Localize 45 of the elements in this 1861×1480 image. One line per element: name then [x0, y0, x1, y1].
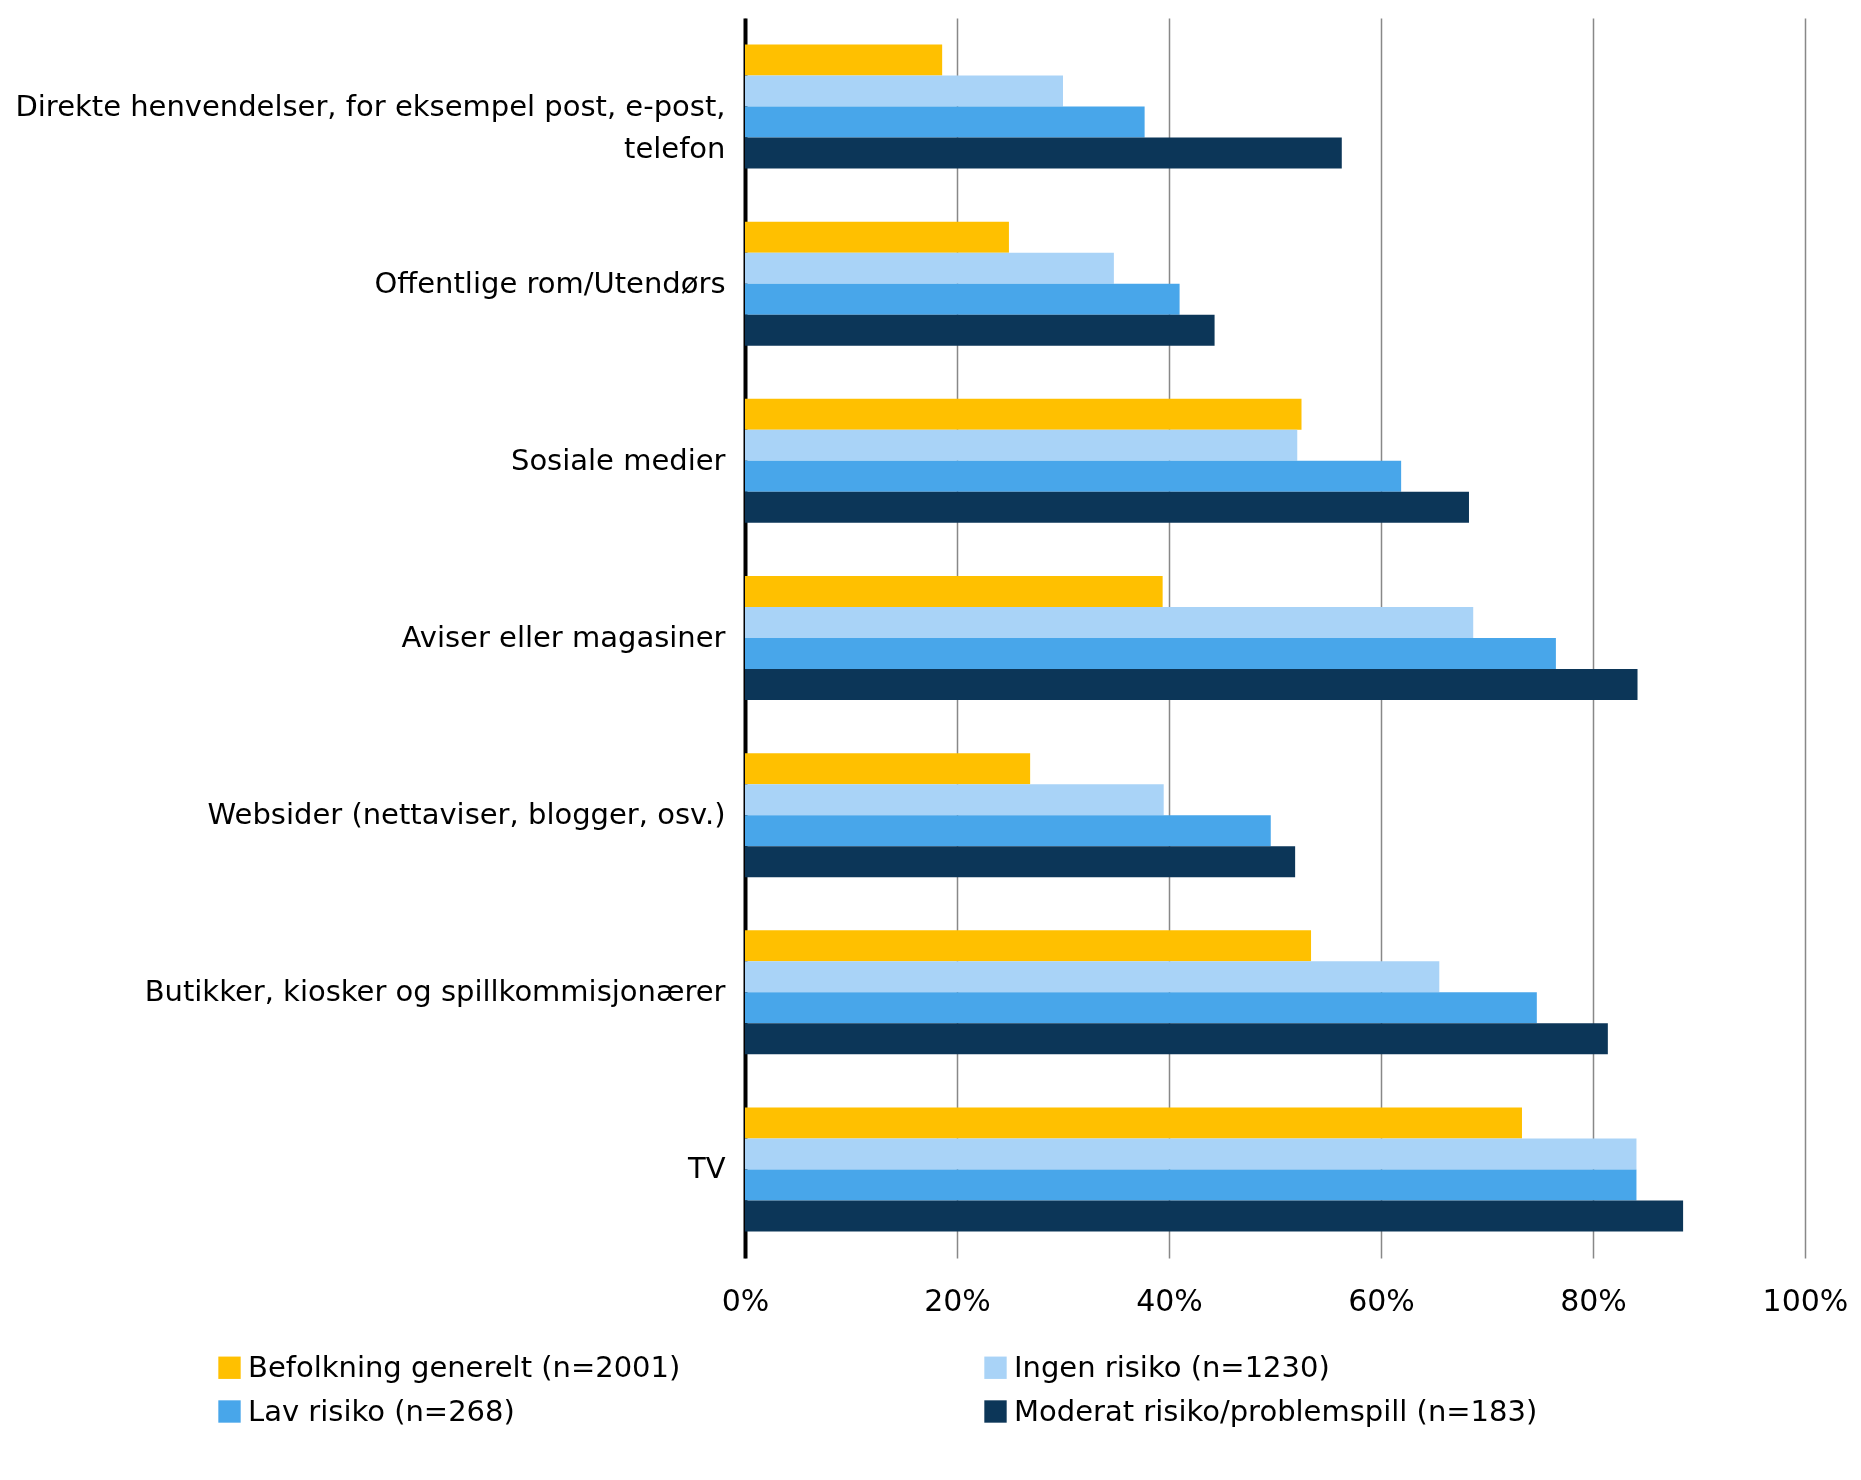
bar — [745, 846, 1296, 878]
bar — [745, 1107, 1522, 1139]
x-tick-label: 80% — [1560, 1282, 1627, 1318]
bar — [745, 638, 1556, 669]
bar — [745, 429, 1298, 461]
y-tick-label: Websider (nettaviser, blogger, osv.) — [207, 797, 726, 832]
legend-label: Lav risiko (n=268) — [248, 1393, 515, 1428]
bar — [745, 992, 1537, 1024]
bar — [745, 669, 1638, 700]
bar — [745, 1169, 1637, 1201]
bar — [745, 283, 1180, 315]
bar — [745, 607, 1474, 638]
bar — [745, 930, 1312, 962]
y-tick-label: Sosiale medier — [510, 442, 726, 477]
bar — [745, 784, 1164, 816]
bar — [745, 815, 1271, 847]
bar — [745, 75, 1063, 107]
bar — [745, 221, 1009, 253]
x-tick-label: 40% — [1136, 1282, 1203, 1318]
y-tick-label: Direkte henvendelser, for eksempel post, e-post, telefon — [15, 88, 726, 165]
legend-label: Befolkning generelt (n=2001) — [248, 1349, 681, 1384]
bar — [745, 398, 1302, 430]
bar — [745, 137, 1342, 169]
bar — [745, 491, 1469, 523]
y-tick-label: TV — [686, 1151, 726, 1186]
x-tick-label: 60% — [1348, 1282, 1415, 1318]
bar — [745, 576, 1163, 607]
legend-label: Ingen risiko (n=1230) — [1014, 1349, 1330, 1384]
x-tick-label: 20% — [924, 1282, 991, 1318]
bar — [745, 753, 1031, 785]
bar — [745, 1138, 1637, 1170]
y-tick-label: Offentlige rom/Utendørs — [374, 265, 726, 300]
bar — [745, 106, 1145, 138]
bar — [745, 1200, 1684, 1232]
bar — [745, 44, 943, 76]
x-tick-label: 0% — [721, 1282, 770, 1318]
legend-label: Moderat risiko/problemspill (n=183) — [1014, 1393, 1538, 1428]
y-tick-label: Butikker, kiosker og spillkommisjonærer — [144, 974, 726, 1009]
x-tick-label: 100% — [1762, 1282, 1849, 1318]
bar — [745, 460, 1402, 492]
bar — [745, 961, 1440, 993]
bar — [745, 314, 1215, 346]
bar — [745, 252, 1114, 284]
y-tick-label: Aviser eller magasiner — [401, 620, 726, 654]
bar — [745, 1023, 1608, 1055]
